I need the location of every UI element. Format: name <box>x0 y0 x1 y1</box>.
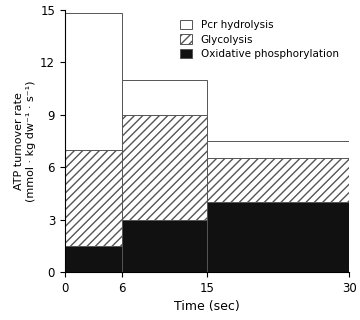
Bar <box>207 202 349 272</box>
Bar <box>122 115 207 220</box>
Bar <box>65 13 122 149</box>
Bar <box>207 158 349 202</box>
X-axis label: Time (sec): Time (sec) <box>174 300 240 313</box>
Bar <box>65 149 122 246</box>
Bar <box>122 220 207 272</box>
Bar <box>207 141 349 158</box>
Y-axis label: ATP turnover rate
(mmol · kg dw⁻¹ · s⁻¹): ATP turnover rate (mmol · kg dw⁻¹ · s⁻¹) <box>14 80 36 202</box>
Bar <box>122 80 207 115</box>
Legend: Pcr hydrolysis, Glycolysis, Oxidative phosphorylation: Pcr hydrolysis, Glycolysis, Oxidative ph… <box>175 15 344 64</box>
Bar <box>65 246 122 272</box>
